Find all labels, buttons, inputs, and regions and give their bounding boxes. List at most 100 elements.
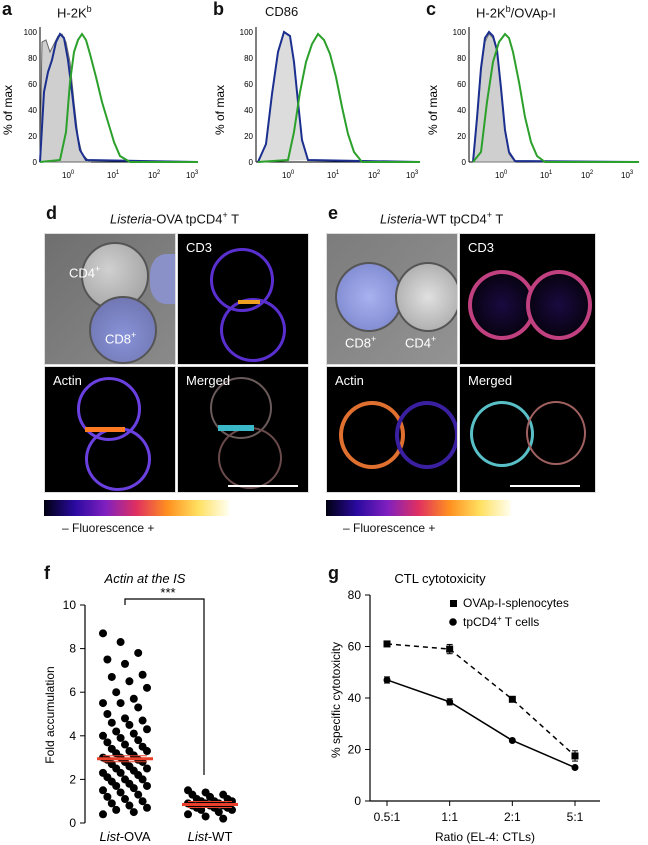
y-tick-label: 2 (69, 772, 76, 786)
cell-cd4-e (395, 262, 457, 332)
data-point (99, 699, 107, 708)
y-tick-label: 20 (348, 743, 362, 757)
data-point (103, 738, 112, 747)
merged-label-d: Merged (186, 373, 231, 388)
brightfield-image-e: CD8+ CD4+ (326, 233, 458, 365)
histogram-c: % of max 0 20 40 60 80 100 100 101 102 1… (426, 27, 640, 180)
panel-label-d: d (46, 203, 57, 223)
xtick: 102 (581, 170, 594, 180)
panel-label-c: c (426, 0, 437, 19)
chart-g-lines (383, 640, 579, 772)
hist-b-green (257, 32, 420, 163)
hist-a-ylabel: % of max (1, 85, 15, 135)
data-point (116, 733, 125, 742)
xtick: 103 (406, 170, 419, 180)
colorbar-label-e: – Fluorescence + (343, 521, 436, 535)
y-tick-label: 80 (348, 588, 362, 602)
data-point (143, 803, 151, 812)
y-tick-label: 40 (348, 691, 362, 705)
hist-b-ylabel: % of max (213, 85, 227, 135)
data-point (112, 781, 121, 790)
histogram-b: % of max 0 20 40 60 80 100 100 101 102 1… (213, 27, 421, 180)
x-tick-label: 1:1 (441, 810, 458, 824)
cd8-label-e: CD8+ (345, 334, 377, 351)
data-point (107, 718, 116, 727)
data-point-square (383, 640, 391, 648)
hist-a-isotype (39, 33, 92, 163)
data-point-square (508, 695, 516, 703)
data-point (129, 729, 138, 738)
xtick: 101 (540, 170, 553, 180)
ytick: 0 (462, 158, 467, 167)
ytick: 20 (244, 132, 253, 141)
ytick: 60 (244, 80, 253, 89)
data-point (143, 747, 151, 756)
histogram-a: % of max 0 20 40 60 80 100 100 101 102 1… (1, 27, 199, 180)
hist-c-blue (472, 30, 640, 163)
panel-label-g: g (328, 563, 339, 583)
data-point (184, 810, 192, 819)
ytick: 40 (457, 106, 466, 115)
data-point (107, 672, 116, 681)
cd4-label-e: CD4+ (405, 334, 437, 351)
chart-f-yaxis: 0 2 4 6 8 10 (63, 598, 86, 830)
data-point (99, 810, 107, 819)
chart-g-legend: OVAp-I-splenocytes tpCD4+ T cells (449, 596, 569, 629)
data-point (129, 808, 138, 817)
colorbar-label-d: – Fluorescence + (62, 521, 155, 535)
data-point (125, 720, 134, 729)
y-tick-label: 0 (69, 816, 76, 830)
data-point-circle (571, 764, 579, 772)
ytick: 100 (453, 28, 467, 37)
cell-cd8-e (335, 262, 403, 332)
data-point-circle (446, 698, 454, 706)
y-tick-label: 60 (348, 640, 362, 654)
chart-g-ylabel: % specific cytotoxicity (329, 642, 343, 758)
data-point (116, 768, 125, 777)
actin-image-d: Actin (44, 366, 176, 493)
data-point (143, 764, 151, 773)
cell-cd8-d (89, 296, 157, 364)
data-point-circle (508, 736, 516, 744)
chart-f: Actin at the IS Fold accumulation 0 2 4 6 8 1… (43, 571, 238, 844)
merged-label-e: Merged (468, 373, 513, 388)
ytick: 100 (24, 28, 38, 37)
data-point (99, 629, 107, 638)
data-point (103, 710, 112, 718)
x-tick-label: 2:1 (504, 810, 521, 824)
ytick: 60 (28, 80, 37, 89)
xtick: 100 (282, 170, 295, 180)
data-point (112, 805, 121, 814)
chart-g-xlabel: Ratio (EL-4: CTLs) (435, 830, 535, 844)
data-point (129, 784, 138, 793)
panel-label-b: b (213, 0, 224, 19)
ytick: 40 (28, 106, 37, 115)
hist-a-blue (39, 32, 199, 163)
data-point (134, 790, 143, 799)
panel-title-d: Listeria-OVA tpCD4+ T (110, 210, 240, 227)
merged-image-d: Merged (177, 366, 309, 493)
legend-circle-marker (449, 618, 457, 626)
data-point (116, 788, 125, 797)
legend-tpcd4: tpCD4+ T cells (463, 614, 539, 629)
y-tick-label: 6 (69, 685, 76, 699)
colorbar-d (44, 500, 229, 516)
legend-ovap: OVAp-I-splenocytes (463, 596, 569, 610)
hist-b-isotype (258, 34, 308, 162)
data-point (103, 655, 112, 664)
hist-c-ylabel: % of max (426, 85, 440, 135)
cell-extra-d (150, 254, 175, 304)
ytick: 0 (33, 158, 38, 167)
hist-a-green (39, 32, 198, 163)
data-point (143, 683, 151, 692)
data-point (99, 786, 107, 795)
ytick: 80 (457, 54, 466, 63)
xtick: 101 (107, 170, 120, 180)
xtick: 103 (621, 170, 634, 180)
data-point (134, 736, 143, 745)
chart-f-title: Actin at the IS (104, 571, 186, 586)
data-point (143, 725, 151, 734)
data-point (138, 670, 147, 679)
panel-label-e: e (328, 203, 339, 223)
data-point (121, 795, 129, 804)
